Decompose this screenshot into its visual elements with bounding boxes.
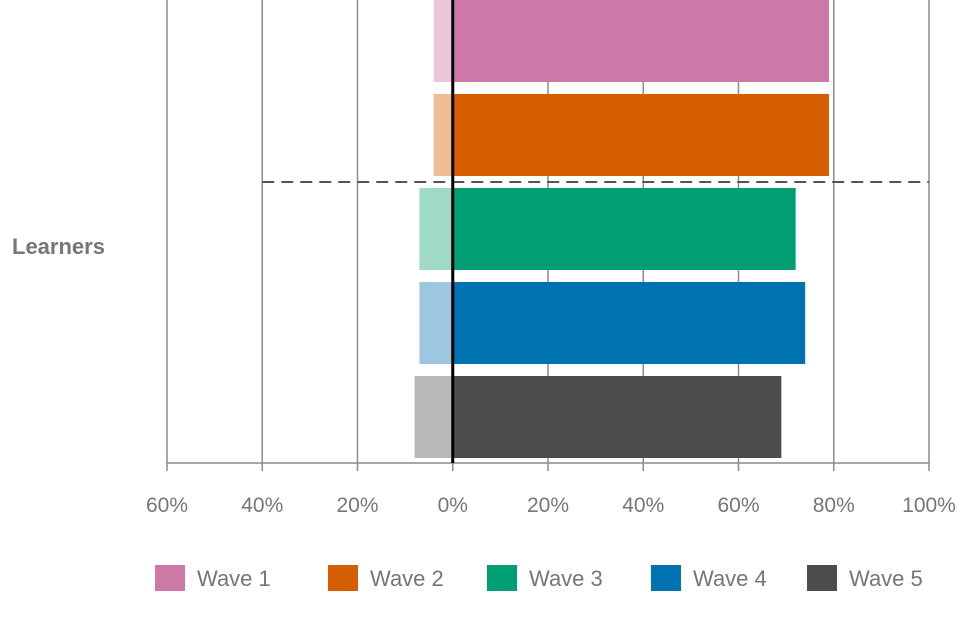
legend-swatch	[328, 565, 358, 591]
bar-positive	[452, 188, 796, 270]
bars	[414, 0, 829, 458]
x-tick-label: 60%	[717, 494, 759, 517]
bar-negative	[419, 188, 453, 270]
legend-label: Wave 1	[197, 566, 271, 591]
category-label: Learners	[12, 234, 105, 259]
bar-negative	[433, 94, 453, 176]
legend-label: Wave 2	[370, 566, 444, 591]
bar-negative	[419, 282, 453, 364]
x-tick-label: 40%	[622, 494, 664, 517]
bar-positive	[452, 376, 782, 458]
legend-swatch	[651, 565, 681, 591]
axes	[166, 0, 930, 471]
legend-label: Wave 5	[849, 566, 923, 591]
x-tick-label: 40%	[241, 494, 283, 517]
x-tick-label: 20%	[527, 494, 569, 517]
legend-swatch	[155, 565, 185, 591]
bar-positive	[452, 282, 806, 364]
legend: Wave 1 Wave 2 Wave 3 Wave 4 Wave 5	[155, 565, 923, 591]
legend-swatch	[807, 565, 837, 591]
legend-swatch	[487, 565, 517, 591]
x-tick-labels: 60% 40% 20% 0% 20% 40% 60% 80% 100%	[146, 494, 956, 517]
legend-label: Wave 4	[693, 566, 767, 591]
bar-positive	[452, 94, 829, 176]
x-tick-label: 0%	[438, 494, 468, 517]
bar-negative	[433, 0, 453, 82]
x-tick-label: 80%	[813, 494, 855, 517]
x-tick-label: 60%	[146, 494, 188, 517]
x-tick-label: 20%	[336, 494, 378, 517]
bar-positive	[452, 0, 829, 82]
x-tick-label: 100%	[902, 494, 956, 517]
legend-label: Wave 3	[529, 566, 603, 591]
bar-negative	[414, 376, 453, 458]
